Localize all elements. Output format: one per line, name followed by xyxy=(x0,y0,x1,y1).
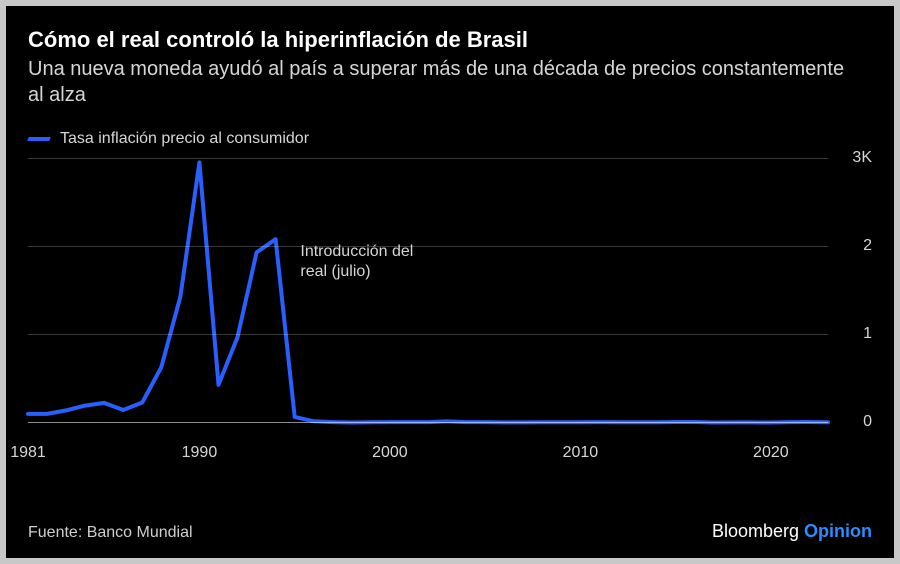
footer-row: Fuente: Banco Mundial Bloomberg Opinion xyxy=(28,521,872,542)
x-tick-label: 1981 xyxy=(10,444,46,462)
chart-subtitle: Una nueva moneda ayudó al país a superar… xyxy=(28,56,848,108)
y-tick-label: 3K xyxy=(836,149,872,167)
legend: Tasa inflación precio al consumidor xyxy=(28,130,872,148)
brand-sub: Opinion xyxy=(804,521,872,541)
chart-title: Cómo el real controló la hiperinflación … xyxy=(28,26,872,54)
chart-area: Introducción delreal (julio) 0123K198119… xyxy=(28,158,872,468)
plot-region: Introducción delreal (julio) xyxy=(28,158,828,436)
y-tick-label: 0 xyxy=(836,413,872,431)
legend-series-label: Tasa inflación precio al consumidor xyxy=(60,130,309,148)
y-tick-label: 2 xyxy=(836,237,872,255)
legend-swatch-icon xyxy=(27,137,50,141)
chart-panel: Cómo el real controló la hiperinflación … xyxy=(6,6,894,558)
x-axis-line xyxy=(28,422,828,423)
annotation-real-intro: Introducción delreal (julio) xyxy=(300,242,413,282)
x-tick-label: 2000 xyxy=(372,444,408,462)
y-tick-label: 1 xyxy=(836,325,872,343)
brand-mark: Bloomberg Opinion xyxy=(712,521,872,542)
source-text: Fuente: Banco Mundial xyxy=(28,524,193,542)
gridline xyxy=(28,246,828,247)
gridline xyxy=(28,158,828,159)
line-series xyxy=(28,158,828,436)
gridline xyxy=(28,334,828,335)
x-tick-label: 2020 xyxy=(753,444,789,462)
x-tick-label: 2010 xyxy=(563,444,599,462)
inflation-line xyxy=(28,162,828,422)
brand-main: Bloomberg xyxy=(712,521,799,541)
x-tick-label: 1990 xyxy=(182,444,218,462)
